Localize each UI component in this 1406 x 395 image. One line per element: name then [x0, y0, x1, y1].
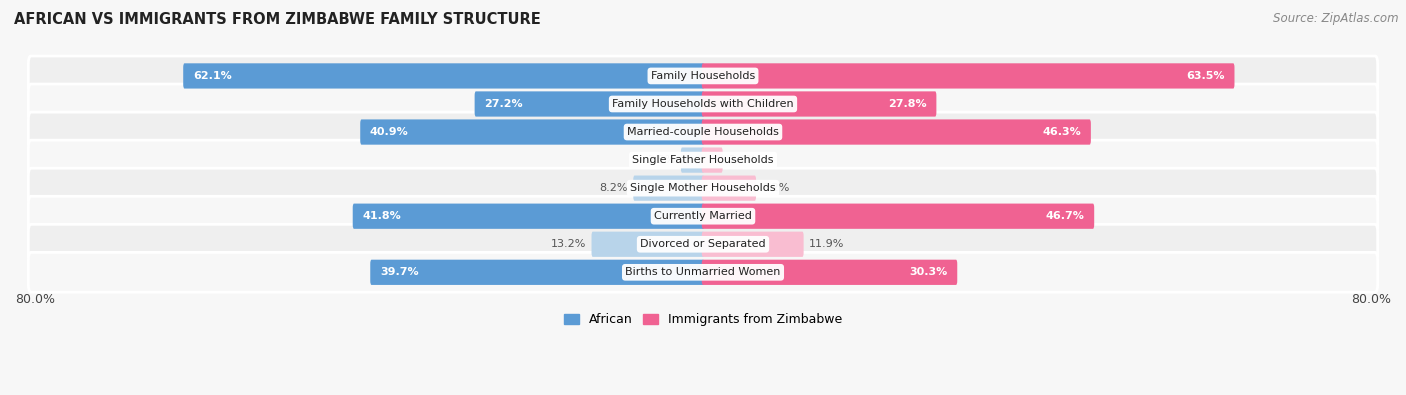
FancyBboxPatch shape	[702, 119, 1091, 145]
Text: 40.9%: 40.9%	[370, 127, 409, 137]
FancyBboxPatch shape	[475, 91, 704, 117]
FancyBboxPatch shape	[702, 91, 936, 117]
FancyBboxPatch shape	[681, 147, 704, 173]
Text: 2.2%: 2.2%	[728, 155, 756, 165]
Text: Births to Unmarried Women: Births to Unmarried Women	[626, 267, 780, 277]
FancyBboxPatch shape	[28, 140, 1378, 180]
Text: Family Households: Family Households	[651, 71, 755, 81]
FancyBboxPatch shape	[702, 175, 756, 201]
Text: 41.8%: 41.8%	[363, 211, 401, 221]
Text: AFRICAN VS IMMIGRANTS FROM ZIMBABWE FAMILY STRUCTURE: AFRICAN VS IMMIGRANTS FROM ZIMBABWE FAMI…	[14, 12, 541, 27]
FancyBboxPatch shape	[28, 84, 1378, 124]
Text: 62.1%: 62.1%	[193, 71, 232, 81]
Text: Single Father Households: Single Father Households	[633, 155, 773, 165]
FancyBboxPatch shape	[28, 252, 1378, 292]
FancyBboxPatch shape	[353, 203, 704, 229]
Text: 13.2%: 13.2%	[551, 239, 586, 249]
Text: Source: ZipAtlas.com: Source: ZipAtlas.com	[1274, 12, 1399, 25]
FancyBboxPatch shape	[28, 56, 1378, 96]
Legend: African, Immigrants from Zimbabwe: African, Immigrants from Zimbabwe	[560, 308, 846, 331]
FancyBboxPatch shape	[633, 175, 704, 201]
FancyBboxPatch shape	[28, 224, 1378, 264]
Text: 11.9%: 11.9%	[808, 239, 845, 249]
Text: 27.8%: 27.8%	[889, 99, 927, 109]
Text: 8.2%: 8.2%	[599, 183, 628, 193]
Text: 39.7%: 39.7%	[380, 267, 419, 277]
FancyBboxPatch shape	[28, 112, 1378, 152]
FancyBboxPatch shape	[702, 147, 723, 173]
FancyBboxPatch shape	[28, 196, 1378, 236]
FancyBboxPatch shape	[28, 168, 1378, 208]
FancyBboxPatch shape	[702, 231, 804, 257]
FancyBboxPatch shape	[360, 119, 704, 145]
Text: 46.3%: 46.3%	[1042, 127, 1081, 137]
Text: 63.5%: 63.5%	[1187, 71, 1225, 81]
Text: 6.2%: 6.2%	[762, 183, 790, 193]
Text: 27.2%: 27.2%	[484, 99, 523, 109]
Text: 2.5%: 2.5%	[647, 155, 675, 165]
Text: Currently Married: Currently Married	[654, 211, 752, 221]
Text: Married-couple Households: Married-couple Households	[627, 127, 779, 137]
FancyBboxPatch shape	[702, 203, 1094, 229]
Text: Divorced or Separated: Divorced or Separated	[640, 239, 766, 249]
Text: 46.7%: 46.7%	[1046, 211, 1084, 221]
FancyBboxPatch shape	[183, 63, 704, 88]
Text: Single Mother Households: Single Mother Households	[630, 183, 776, 193]
FancyBboxPatch shape	[702, 260, 957, 285]
FancyBboxPatch shape	[370, 260, 704, 285]
FancyBboxPatch shape	[702, 63, 1234, 88]
Text: 30.3%: 30.3%	[910, 267, 948, 277]
Text: Family Households with Children: Family Households with Children	[612, 99, 794, 109]
FancyBboxPatch shape	[592, 231, 704, 257]
